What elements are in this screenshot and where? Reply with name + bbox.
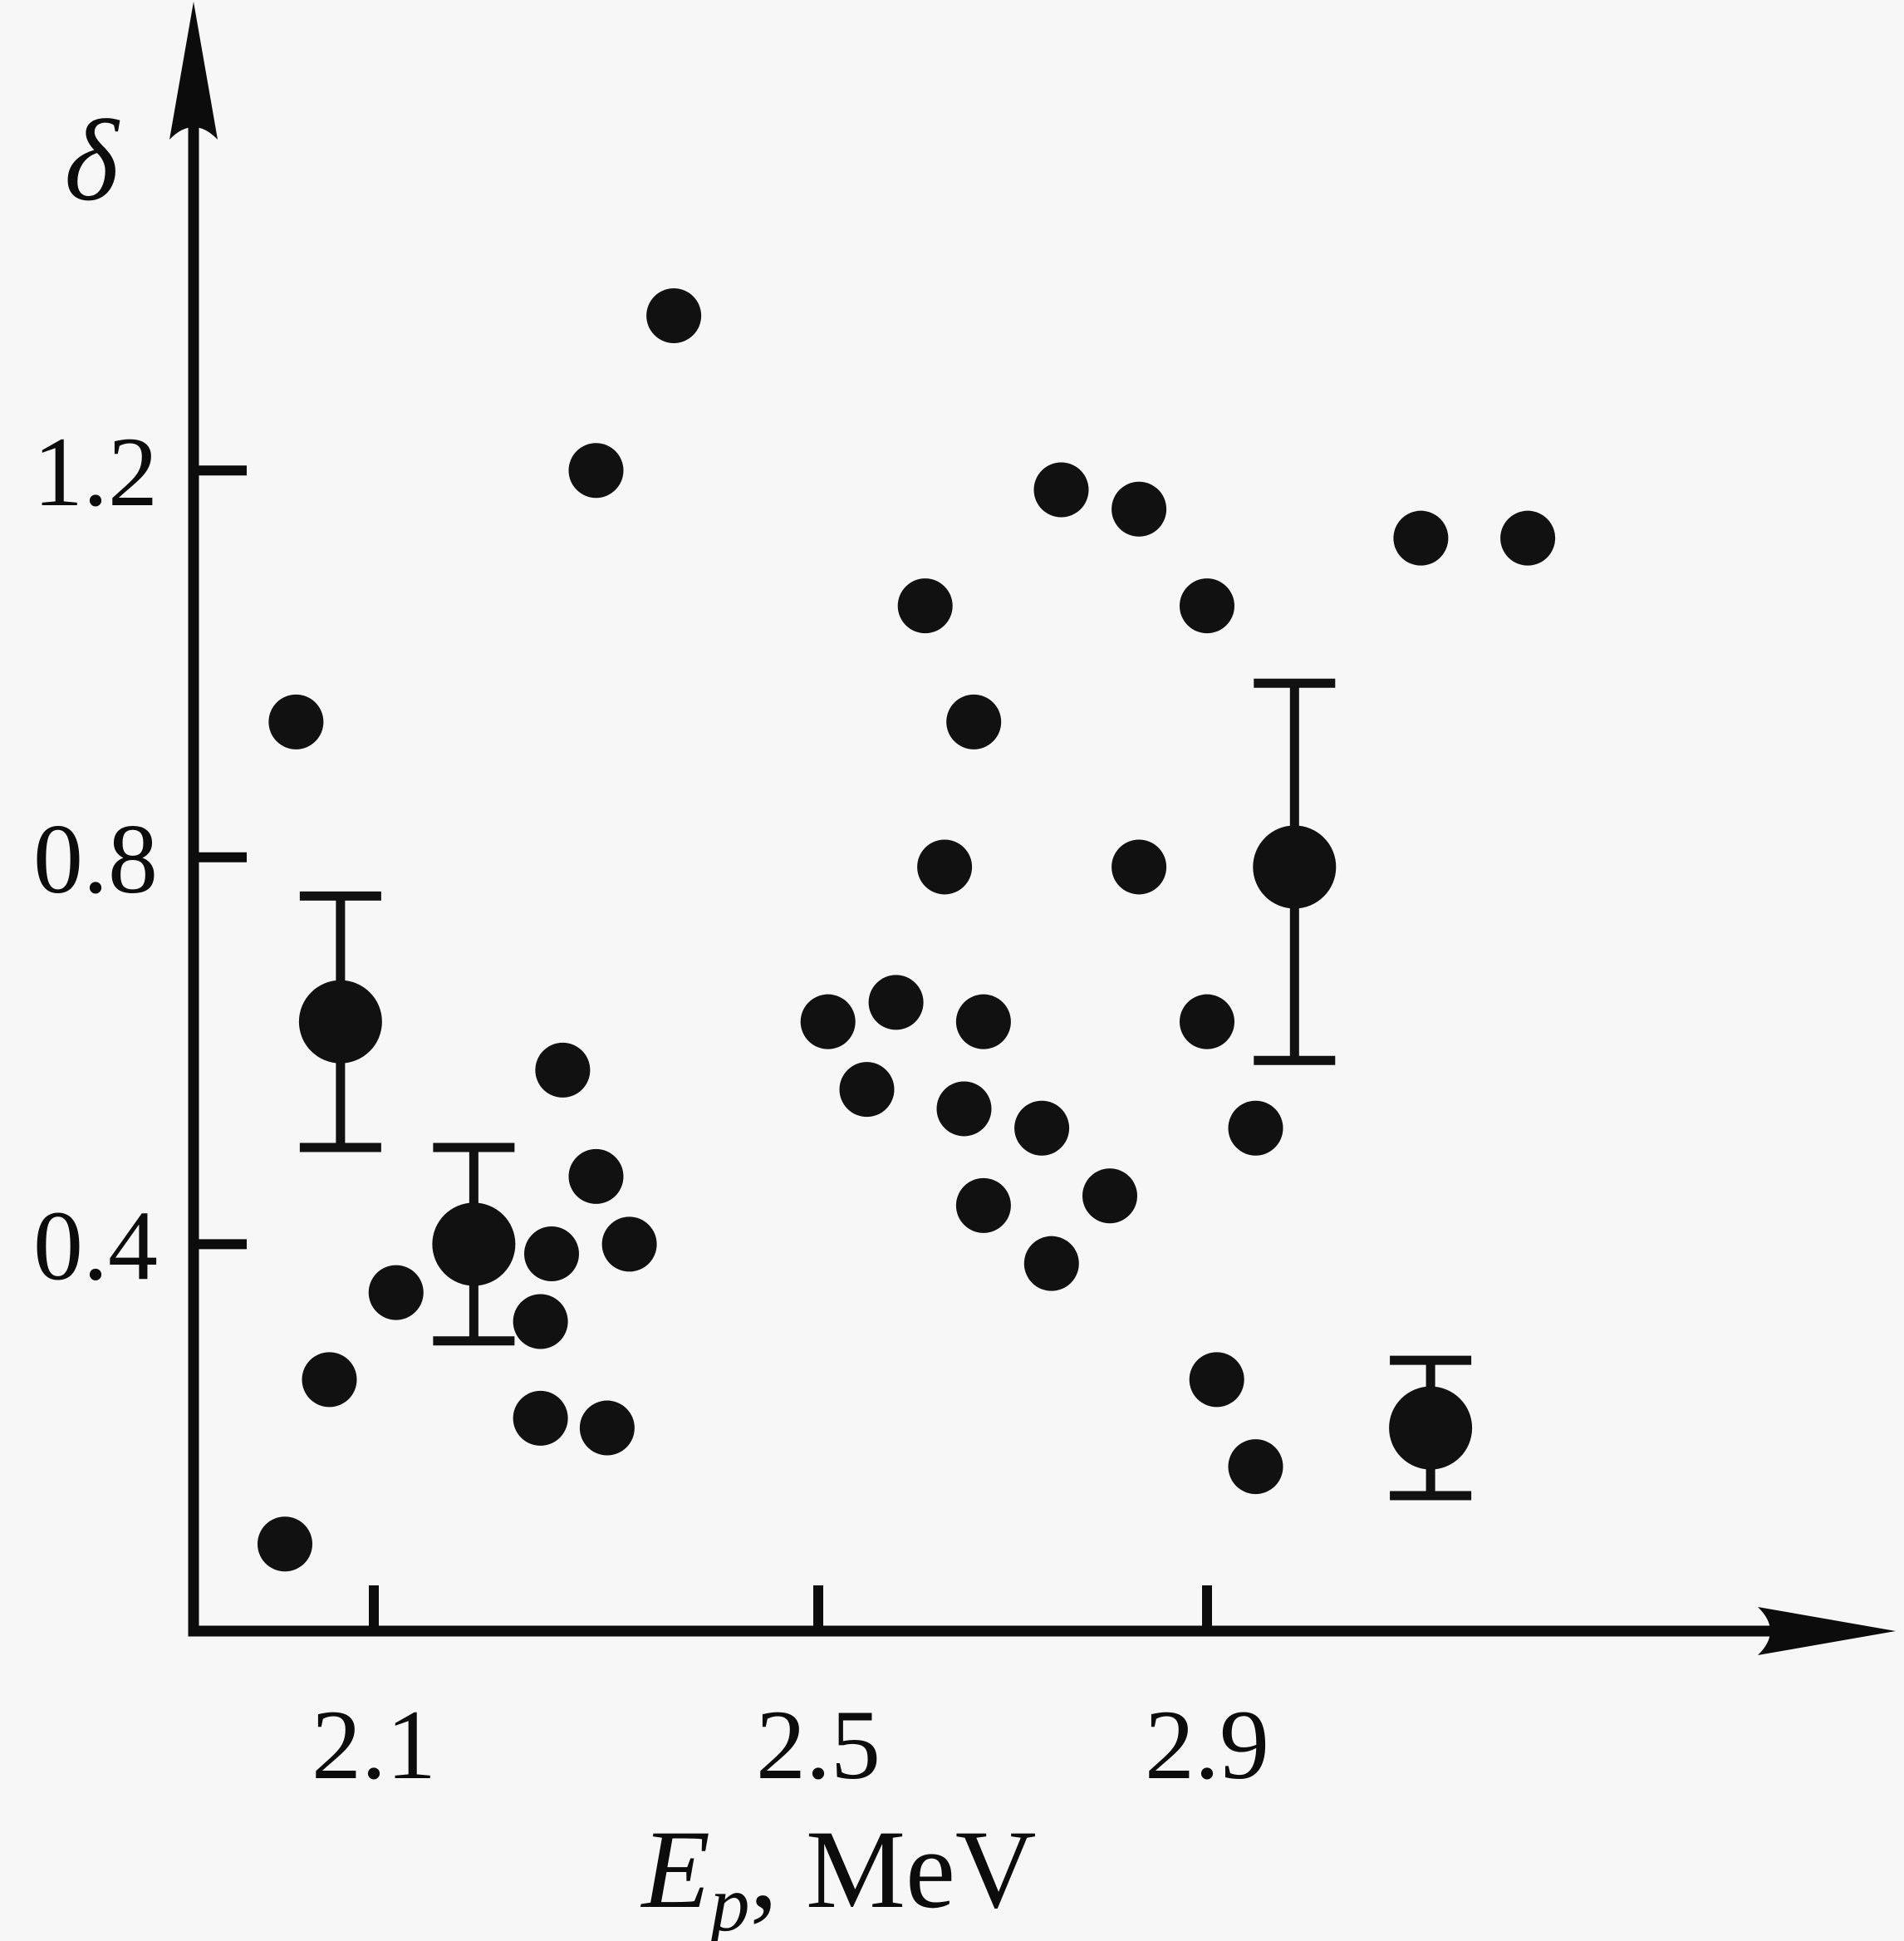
data-point (513, 1390, 568, 1446)
data-point (268, 694, 324, 749)
data-point (302, 1352, 357, 1408)
data-point (524, 1226, 579, 1282)
data-point (1180, 994, 1234, 1049)
data-point (258, 1516, 312, 1572)
y-tick-label: 0.4 (33, 1190, 158, 1300)
x-tick-label: 2.5 (756, 1689, 881, 1800)
data-point (946, 694, 1002, 749)
data-point (368, 1265, 424, 1320)
data-point (1389, 1386, 1473, 1470)
x-axis-arrowhead-icon (1758, 1607, 1896, 1655)
data-point (1033, 462, 1089, 518)
data-point (839, 1062, 895, 1118)
x-axis-title-subscript: p (705, 1860, 750, 1941)
data-point (955, 994, 1011, 1049)
data-point (1111, 481, 1167, 537)
data-point (646, 287, 702, 343)
x-tick-label: 2.1 (312, 1689, 436, 1800)
data-point (568, 1148, 624, 1204)
data-point (955, 1177, 1011, 1233)
data-point (1228, 1439, 1283, 1495)
data-point (1253, 825, 1337, 909)
x-axis-title: Ep, MeV (640, 1808, 1037, 1941)
y-axis-title: δ (64, 96, 120, 225)
data-point (1180, 578, 1234, 634)
y-tick-label: 1.2 (33, 416, 158, 527)
data-point (1023, 1236, 1079, 1291)
data-point (601, 1216, 657, 1272)
data-point (1014, 1100, 1070, 1156)
data-point (432, 1202, 516, 1286)
data-point (897, 578, 953, 634)
data-point (1500, 510, 1556, 566)
data-point (1189, 1352, 1244, 1408)
data-point (1228, 1100, 1283, 1156)
data-point (568, 443, 624, 499)
x-axis-title-unit: , MeV (750, 1808, 1037, 1932)
data-point (800, 994, 856, 1049)
data-point (1393, 510, 1449, 566)
y-tick-label: 0.8 (33, 803, 158, 914)
data-point (298, 980, 382, 1064)
data-point (535, 1042, 591, 1098)
x-tick-label: 2.9 (1145, 1689, 1269, 1800)
data-point (917, 839, 973, 895)
data-point (936, 1081, 992, 1137)
x-axis-title-variable: E (640, 1808, 710, 1932)
data-point (513, 1294, 568, 1349)
y-axis-arrowhead-icon (169, 2, 218, 140)
data-point (1111, 839, 1167, 895)
data-point (868, 975, 924, 1030)
data-point (579, 1400, 635, 1456)
data-point (1082, 1168, 1137, 1224)
